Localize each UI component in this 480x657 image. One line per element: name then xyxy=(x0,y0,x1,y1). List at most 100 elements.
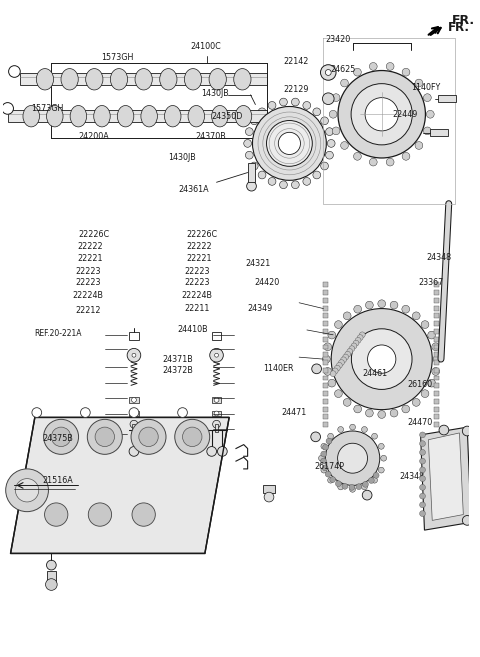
Circle shape xyxy=(88,503,111,526)
Bar xyxy=(434,329,439,334)
Circle shape xyxy=(319,455,324,461)
Bar xyxy=(324,321,328,326)
Circle shape xyxy=(266,120,312,166)
Text: 22449: 22449 xyxy=(392,110,418,118)
Circle shape xyxy=(323,355,330,363)
Circle shape xyxy=(365,98,398,131)
Circle shape xyxy=(341,357,347,363)
Circle shape xyxy=(420,467,425,473)
Bar xyxy=(434,399,439,404)
Circle shape xyxy=(362,482,368,487)
Bar xyxy=(434,384,439,388)
Circle shape xyxy=(390,301,398,309)
Circle shape xyxy=(402,152,410,160)
Circle shape xyxy=(378,300,385,307)
Text: 1573GH: 1573GH xyxy=(31,104,63,113)
Text: 24348: 24348 xyxy=(426,252,451,261)
Circle shape xyxy=(428,379,435,387)
Circle shape xyxy=(312,364,322,374)
Ellipse shape xyxy=(94,106,110,127)
Circle shape xyxy=(335,390,342,397)
Text: 22224B: 22224B xyxy=(181,291,212,300)
Circle shape xyxy=(182,427,202,447)
Circle shape xyxy=(349,346,355,351)
Circle shape xyxy=(420,432,425,438)
Circle shape xyxy=(2,102,13,114)
Ellipse shape xyxy=(36,68,54,90)
Circle shape xyxy=(439,425,449,435)
Circle shape xyxy=(420,449,425,455)
Circle shape xyxy=(251,117,258,125)
Circle shape xyxy=(321,162,328,170)
Circle shape xyxy=(426,110,434,118)
Circle shape xyxy=(331,309,432,409)
Bar xyxy=(324,368,328,373)
Circle shape xyxy=(423,127,431,135)
Bar xyxy=(132,424,136,432)
Circle shape xyxy=(311,432,321,442)
Circle shape xyxy=(370,158,377,166)
Circle shape xyxy=(356,484,362,489)
Circle shape xyxy=(462,516,472,525)
Circle shape xyxy=(433,355,441,363)
Bar xyxy=(324,422,328,427)
Circle shape xyxy=(303,102,311,109)
Bar xyxy=(434,360,439,365)
Circle shape xyxy=(347,349,353,354)
Bar xyxy=(324,360,328,365)
Circle shape xyxy=(373,472,379,478)
Bar xyxy=(324,298,328,303)
Bar xyxy=(434,368,439,373)
Circle shape xyxy=(323,93,334,104)
Circle shape xyxy=(32,408,42,417)
Circle shape xyxy=(327,139,335,147)
Circle shape xyxy=(362,490,372,500)
Circle shape xyxy=(432,343,440,351)
Bar xyxy=(434,391,439,396)
Circle shape xyxy=(175,419,210,455)
Text: 22226C: 22226C xyxy=(187,229,218,238)
Circle shape xyxy=(345,351,350,357)
Circle shape xyxy=(341,142,348,149)
Bar xyxy=(212,411,221,417)
Text: 22224B: 22224B xyxy=(72,291,103,300)
Circle shape xyxy=(321,117,328,125)
Bar xyxy=(324,329,328,334)
Circle shape xyxy=(321,443,327,449)
Text: 22223: 22223 xyxy=(184,267,210,275)
Circle shape xyxy=(370,62,377,70)
Text: 22212: 22212 xyxy=(75,306,100,315)
Circle shape xyxy=(428,331,435,339)
Ellipse shape xyxy=(234,68,251,90)
Text: REF.20-221A: REF.20-221A xyxy=(35,329,82,338)
Circle shape xyxy=(45,503,68,526)
Circle shape xyxy=(354,405,361,413)
Text: 22221: 22221 xyxy=(78,254,103,263)
Ellipse shape xyxy=(61,68,78,90)
Ellipse shape xyxy=(235,106,252,127)
Bar xyxy=(129,411,139,417)
Circle shape xyxy=(325,151,334,159)
Circle shape xyxy=(323,444,328,450)
Circle shape xyxy=(328,434,334,439)
Circle shape xyxy=(343,354,348,360)
Text: 22221: 22221 xyxy=(187,254,212,263)
Bar xyxy=(324,384,328,388)
Circle shape xyxy=(330,476,336,482)
Circle shape xyxy=(342,484,348,489)
Text: 24200A: 24200A xyxy=(78,133,109,141)
Bar xyxy=(47,571,56,585)
Circle shape xyxy=(129,447,139,456)
Circle shape xyxy=(338,484,344,490)
Circle shape xyxy=(378,411,385,419)
Text: 22222: 22222 xyxy=(187,242,213,251)
Ellipse shape xyxy=(85,68,103,90)
Circle shape xyxy=(278,132,300,154)
Text: 24461: 24461 xyxy=(362,369,387,378)
Circle shape xyxy=(325,431,380,486)
Circle shape xyxy=(245,151,253,159)
Text: 24100C: 24100C xyxy=(190,42,221,51)
Circle shape xyxy=(328,379,336,387)
Ellipse shape xyxy=(110,68,128,90)
Bar xyxy=(434,376,439,380)
